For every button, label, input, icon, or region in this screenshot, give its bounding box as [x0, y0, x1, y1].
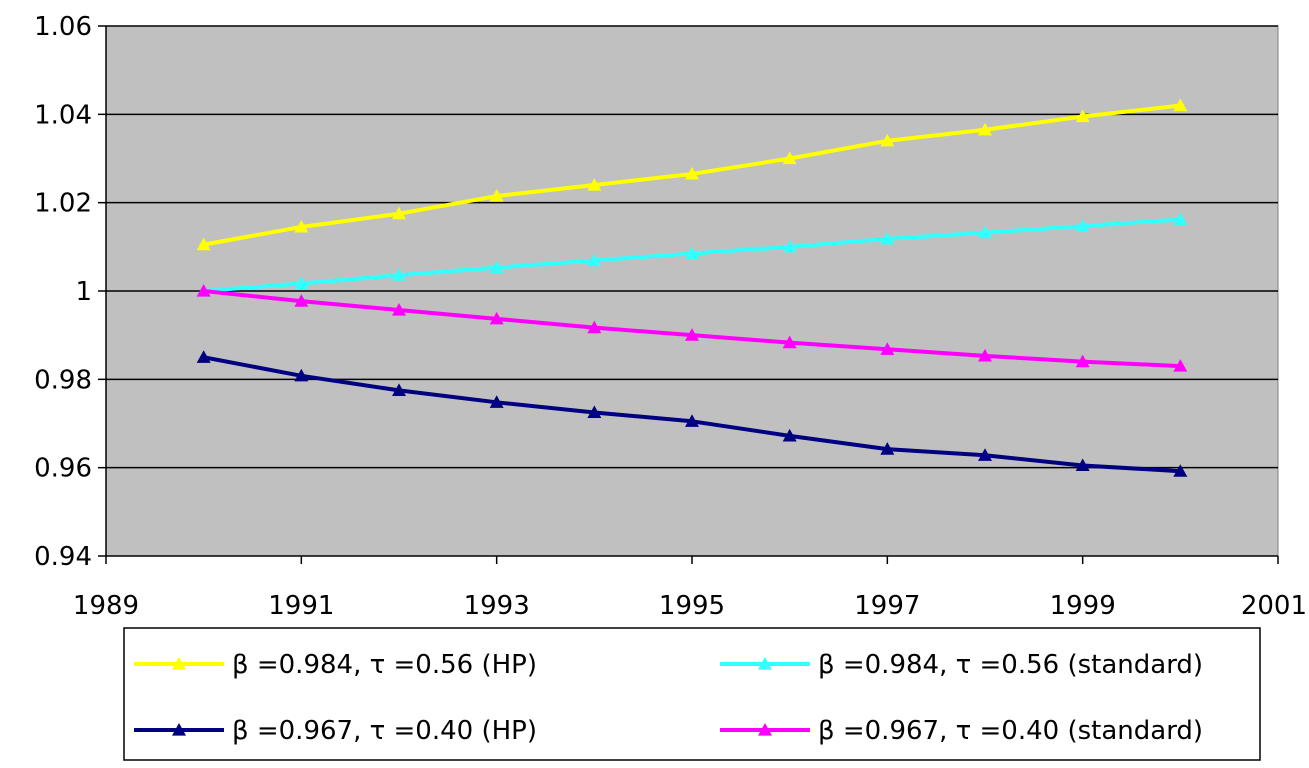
data-point	[880, 342, 895, 355]
data-point	[489, 260, 504, 274]
legend-item-0: β =0.984, τ =0.56 (HP)	[134, 650, 537, 680]
x-tick-label: 1991	[268, 591, 334, 621]
series-3	[196, 284, 1188, 372]
legend-item-1: β =0.984, τ =0.56 (standard)	[720, 650, 1203, 680]
data-point	[1075, 354, 1090, 368]
axes	[98, 25, 1279, 564]
data-point	[196, 350, 211, 363]
data-point	[1075, 219, 1090, 232]
data-point	[1075, 109, 1090, 123]
data-point	[489, 311, 504, 325]
data-point	[196, 284, 211, 297]
data-point	[294, 294, 309, 307]
data-point	[392, 206, 406, 220]
data-point	[392, 383, 406, 396]
y-tick-label: 1.02	[34, 189, 92, 219]
series-group	[196, 98, 1188, 477]
data-point	[1173, 359, 1188, 372]
data-point	[489, 189, 504, 202]
data-point	[294, 219, 309, 233]
data-point	[978, 448, 992, 461]
data-point	[782, 335, 797, 349]
data-point	[685, 246, 699, 260]
legend-label: β =0.967, τ =0.40 (standard)	[818, 716, 1203, 746]
data-point	[587, 405, 602, 419]
y-tick-label: 1.06	[34, 12, 92, 42]
data-point	[880, 133, 895, 147]
data-point	[1173, 98, 1188, 112]
data-point	[294, 368, 309, 382]
data-point	[392, 268, 406, 281]
y-tick-label: 1	[75, 277, 92, 307]
y-tick-label: 1.04	[34, 100, 92, 130]
tick-labels: 1989 1991 1993 1995 1997 1999 2001 0.94 0.96 0.98…	[34, 12, 1307, 621]
data-point	[587, 178, 602, 191]
data-point	[782, 428, 797, 442]
data-point	[196, 237, 211, 251]
data-point	[392, 302, 406, 316]
data-point	[1173, 212, 1188, 226]
legend-label: β =0.984, τ =0.56 (standard)	[818, 650, 1203, 680]
data-point	[685, 328, 699, 341]
data-point	[1075, 458, 1090, 472]
legend-label: β =0.984, τ =0.56 (HP)	[232, 650, 537, 680]
data-point	[685, 414, 699, 427]
y-tick-label: 0.94	[34, 542, 92, 572]
x-tick-label: 1989	[73, 591, 139, 621]
data-point	[489, 395, 504, 408]
data-point	[880, 442, 895, 455]
y-tick-label: 0.98	[34, 365, 92, 395]
series-1	[196, 212, 1188, 297]
data-point	[294, 276, 309, 290]
data-point	[880, 231, 895, 245]
data-point	[978, 348, 992, 362]
data-point	[1173, 464, 1188, 477]
x-tick-label: 1999	[1050, 591, 1116, 621]
series-2	[196, 350, 1188, 477]
legend-item-2: β =0.967, τ =0.40 (HP)	[134, 716, 537, 746]
x-tick-label: 1995	[659, 591, 725, 621]
legend: β =0.984, τ =0.56 (HP) β =0.984, τ =0.56 …	[123, 627, 1261, 761]
x-tick-label: 1997	[854, 591, 920, 621]
data-point	[782, 239, 797, 253]
data-point	[978, 122, 992, 136]
series-0	[196, 98, 1188, 251]
legend-label: β =0.967, τ =0.40 (HP)	[232, 716, 537, 746]
data-point	[587, 253, 602, 267]
legend-box	[123, 627, 1261, 761]
legend-item-3: β =0.967, τ =0.40 (standard)	[720, 716, 1203, 746]
legend-marker	[758, 657, 772, 670]
legend-marker	[172, 723, 186, 736]
data-point	[587, 320, 602, 334]
y-tick-label: 0.96	[34, 454, 92, 484]
data-point	[978, 225, 992, 239]
legend-marker	[172, 657, 186, 670]
data-point	[782, 151, 797, 165]
x-tick-label: 2001	[1241, 591, 1307, 621]
legend-marker	[758, 723, 772, 736]
data-point	[685, 166, 699, 180]
x-tick-label: 1993	[464, 591, 530, 621]
